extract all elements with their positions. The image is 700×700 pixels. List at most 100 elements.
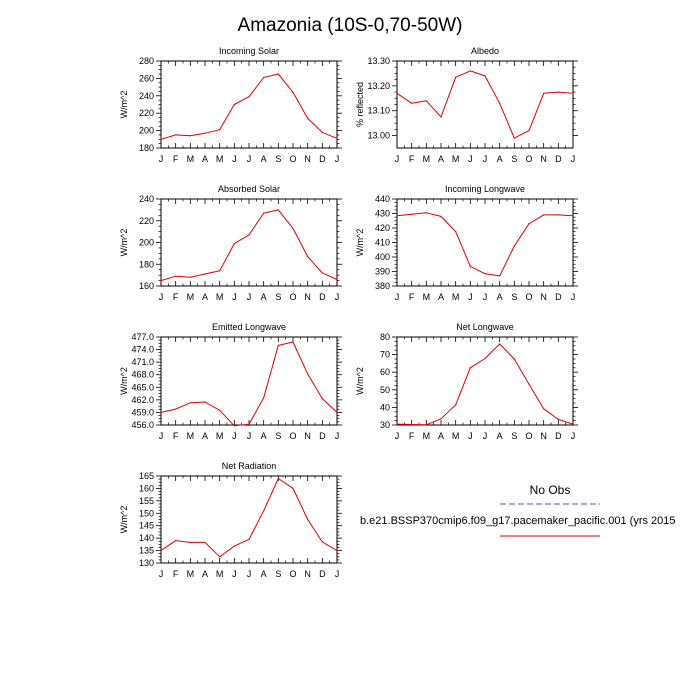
legend: No Obs b.e21.BSSP370cmip6.f09_g17.pacema…: [360, 483, 676, 537]
x-tick-label: A: [438, 431, 444, 441]
data-point: [175, 540, 177, 542]
data-point: [557, 418, 559, 420]
y-tick-label: 80: [380, 332, 390, 342]
data-point: [277, 344, 279, 346]
data-point: [321, 541, 323, 543]
data-point: [572, 215, 574, 217]
data-point: [411, 102, 413, 104]
panel-title: Absorbed Solar: [218, 184, 280, 194]
data-point: [204, 401, 206, 403]
data-point: [484, 75, 486, 77]
plot-frame: [160, 475, 338, 564]
x-tick-label: J: [247, 569, 252, 579]
x-tick-label: J: [571, 154, 576, 164]
y-tick-label: 13.30: [367, 56, 390, 66]
data-point: [263, 510, 265, 512]
y-tick-label: 459.0: [131, 407, 154, 417]
x-tick-label: O: [289, 569, 296, 579]
x-tick-label: M: [216, 292, 224, 302]
x-tick-label: D: [555, 154, 562, 164]
y-tick-label: 13.00: [367, 131, 390, 141]
x-tick-label: O: [289, 154, 296, 164]
data-point: [277, 73, 279, 75]
data-point: [499, 275, 501, 277]
data-point: [440, 418, 442, 420]
y-tick-label: 440: [375, 194, 390, 204]
data-point: [336, 411, 338, 413]
data-point: [189, 541, 191, 544]
y-axis-label: W/m^2: [119, 91, 129, 119]
panel-title: Net Longwave: [456, 322, 514, 332]
x-tick-label: J: [159, 292, 164, 302]
data-point: [307, 518, 309, 521]
x-tick-label: J: [159, 154, 164, 164]
panel-title: Net Radiation: [222, 461, 277, 471]
y-tick-label: 474.0: [131, 345, 154, 355]
data-point: [557, 214, 559, 216]
x-tick-label: M: [423, 292, 431, 302]
data-point: [219, 556, 221, 558]
x-tick-label: M: [216, 569, 224, 579]
x-tick-label: J: [335, 292, 340, 302]
y-tick-label: 155: [139, 496, 154, 506]
data-point: [307, 117, 309, 119]
x-tick-label: J: [571, 292, 576, 302]
x-tick-label: N: [304, 154, 311, 164]
y-tick-label: 160: [139, 483, 154, 493]
data-point: [233, 103, 235, 106]
x-tick-label: S: [275, 292, 281, 302]
x-tick-label: A: [261, 292, 267, 302]
plot-frame: [396, 198, 574, 287]
x-tick-label: F: [173, 292, 179, 302]
data-point: [233, 545, 235, 547]
x-tick-label: A: [438, 154, 444, 164]
y-tick-label: 200: [139, 126, 154, 136]
data-point: [336, 550, 338, 552]
data-point: [543, 408, 545, 410]
x-tick-label: S: [511, 154, 517, 164]
data-point: [425, 212, 427, 214]
data-point: [499, 343, 501, 345]
data-point: [248, 423, 250, 425]
y-tick-label: 456.0: [131, 420, 154, 430]
data-point: [440, 116, 442, 118]
data-point: [469, 70, 471, 72]
data-point: [321, 131, 323, 133]
x-tick-label: A: [202, 154, 208, 164]
data-point: [292, 91, 294, 93]
x-tick-label: D: [319, 154, 326, 164]
x-tick-label: A: [497, 154, 503, 164]
x-tick-label: J: [247, 154, 252, 164]
data-point: [160, 280, 162, 282]
data-point: [292, 227, 294, 229]
data-point: [572, 92, 574, 94]
data-point: [233, 243, 235, 245]
data-point: [248, 538, 250, 541]
plot-frame: [160, 336, 338, 426]
data-point: [219, 270, 221, 272]
y-tick-label: 13.20: [367, 81, 390, 91]
y-axis-label: W/m^2: [119, 229, 129, 257]
x-tick-label: J: [395, 431, 400, 441]
x-tick-label: F: [173, 431, 179, 441]
data-point: [336, 278, 338, 281]
data-point: [263, 397, 265, 399]
x-tick-label: O: [525, 431, 532, 441]
y-tick-label: 160: [139, 281, 154, 291]
data-point: [513, 358, 515, 360]
data-point: [189, 135, 191, 137]
series-line-run: [396, 343, 574, 426]
x-tick-label: A: [202, 569, 208, 579]
x-tick-label: N: [304, 569, 311, 579]
x-tick-label: F: [409, 431, 415, 441]
x-tick-label: J: [247, 431, 252, 441]
x-tick-label: M: [187, 569, 195, 579]
x-tick-label: A: [497, 292, 503, 302]
x-tick-label: M: [452, 431, 460, 441]
series-line-run: [160, 209, 338, 282]
panel-title: Incoming Longwave: [445, 184, 525, 194]
x-tick-label: N: [540, 154, 547, 164]
